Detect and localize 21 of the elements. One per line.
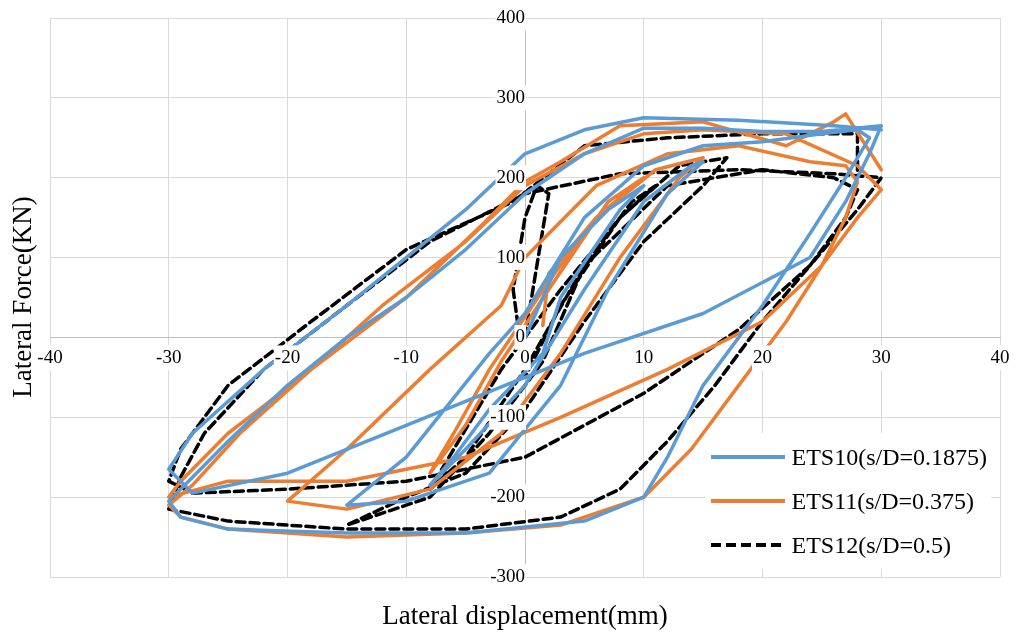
- y-tick-label: 400: [496, 5, 525, 27]
- legend-label: ETS10(s/D=0.1875): [791, 443, 987, 471]
- x-tick-label: 10: [634, 345, 654, 367]
- legend-label: ETS11(s/D=0.375): [791, 487, 975, 515]
- y-tick-label: -300: [490, 564, 525, 586]
- x-axis-title: Lateral displacement(mm): [381, 600, 669, 631]
- y-tick-label: -200: [490, 485, 525, 507]
- x-tick-label: -40: [37, 345, 63, 367]
- x-tick-label: 40: [990, 345, 1010, 367]
- y-tick-label: 0: [515, 325, 525, 347]
- x-tick-label: 20: [753, 345, 772, 367]
- y-tick-label: 200: [496, 165, 525, 187]
- y-tick-label: 100: [496, 245, 525, 267]
- x-tick-label: -30: [156, 345, 182, 367]
- y-axis-title: Lateral Force(KN): [6, 196, 38, 398]
- x-tick-label: -20: [274, 345, 301, 367]
- legend-label: ETS12(s/D=0.5): [791, 531, 951, 559]
- y-tick-label: -100: [490, 405, 525, 427]
- x-tick-label: 30: [871, 345, 891, 367]
- y-tick-label: 300: [496, 85, 525, 107]
- x-tick-label: -10: [393, 345, 419, 367]
